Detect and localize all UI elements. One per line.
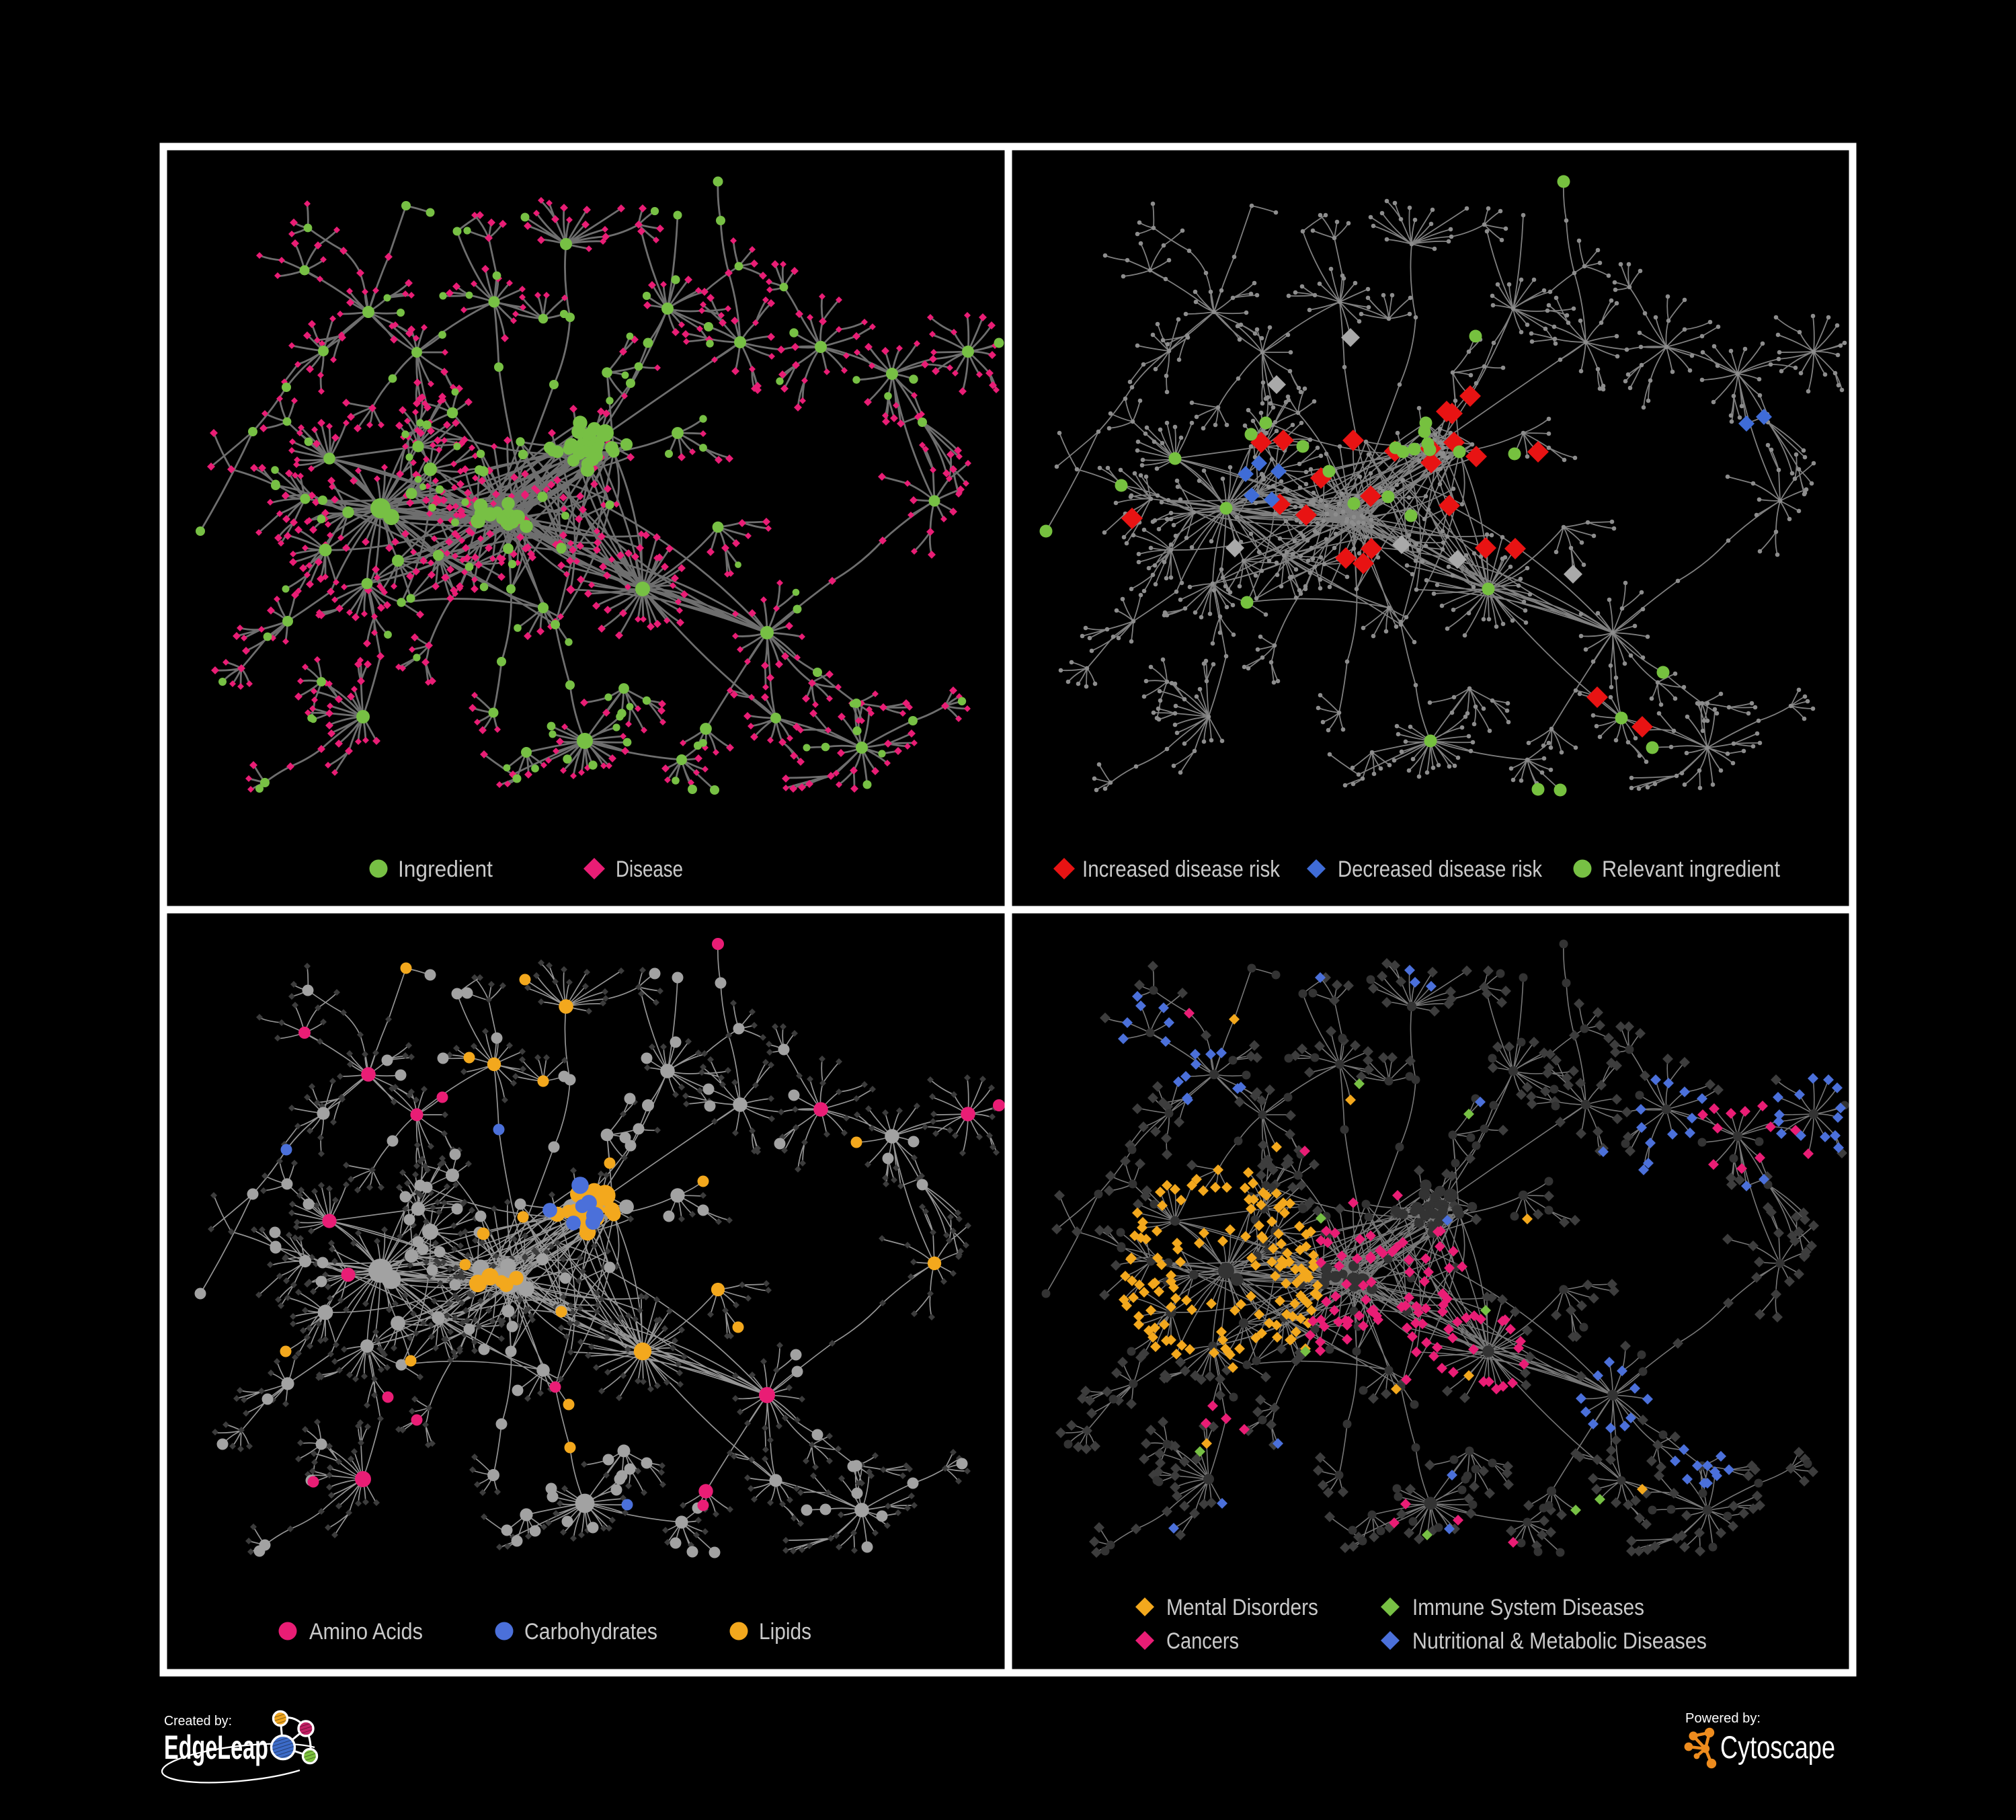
svg-text:Amino Acids: Amino Acids — [309, 1619, 423, 1645]
svg-text:Cytoscape: Cytoscape — [1720, 1729, 1835, 1765]
svg-text:Disease: Disease — [616, 857, 683, 882]
svg-text:Increased disease risk: Increased disease risk — [1082, 857, 1281, 882]
svg-text:Decreased disease risk: Decreased disease risk — [1338, 857, 1543, 882]
svg-text:Mental Disorders: Mental Disorders — [1166, 1595, 1318, 1620]
svg-text:Created by:: Created by: — [164, 1714, 232, 1729]
svg-text:Relevant ingredient: Relevant ingredient — [1602, 857, 1781, 882]
svg-text:Immune System Diseases: Immune System Diseases — [1412, 1595, 1644, 1620]
svg-text:Ingredient: Ingredient — [398, 857, 493, 882]
svg-text:Carbohydrates: Carbohydrates — [524, 1619, 657, 1645]
svg-text:Powered by:: Powered by: — [1685, 1711, 1761, 1726]
svg-text:EdgeLeap: EdgeLeap — [164, 1729, 268, 1766]
svg-text:Nutritional & Metabolic Diseas: Nutritional & Metabolic Diseases — [1412, 1628, 1707, 1654]
svg-text:Cancers: Cancers — [1166, 1628, 1239, 1654]
svg-text:Lipids: Lipids — [759, 1619, 811, 1645]
